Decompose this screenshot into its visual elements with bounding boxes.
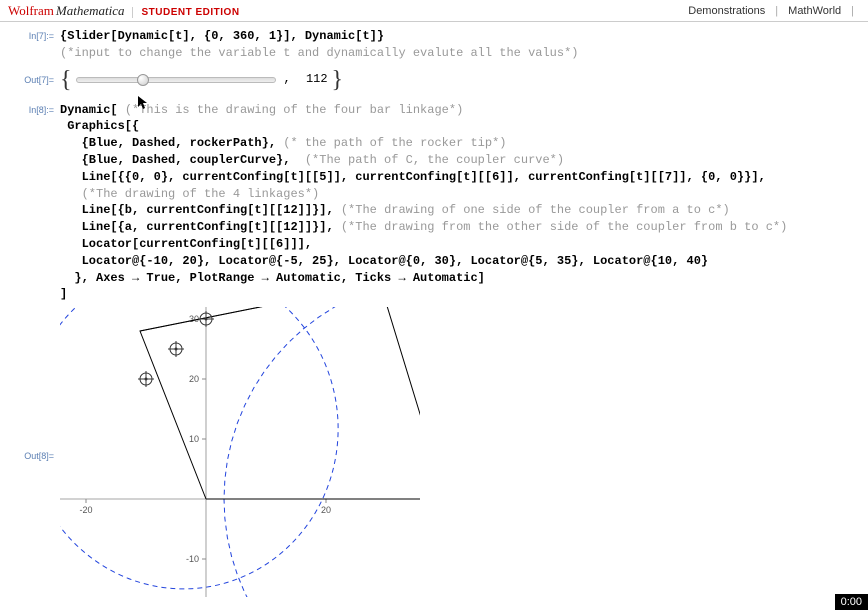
cell-content[interactable]: Dynamic[ (*This is the drawing of the fo…: [60, 102, 868, 304]
notebook: In[7]:= {Slider[Dynamic[t], {0, 360, 1}]…: [0, 22, 868, 603]
code-line: Line[{{0, 0}, currentConfing[t][[5]], cu…: [60, 170, 766, 184]
video-timer: 0:00: [835, 594, 868, 610]
brand: Wolfram Mathematica STUDENT EDITION: [8, 3, 240, 19]
plot[interactable]: -202040-20-1010203040: [60, 307, 420, 597]
slider-thumb[interactable]: [137, 74, 149, 86]
plot-container: -202040-20-1010203040: [60, 307, 868, 603]
code-line: {Blue, Dashed, couplerCurve},: [60, 153, 298, 167]
code-comment: (*The path of C, the coupler curve*): [298, 153, 564, 167]
code-line: Line[{b, currentConfing[t][[12]]}],: [60, 203, 334, 217]
cell-label: In[7]:=: [0, 28, 60, 62]
slider-output: { , 112 }: [60, 68, 868, 92]
code-line: Dynamic[: [60, 103, 125, 117]
code-comment: (* the path of the rocker tip*): [276, 136, 506, 150]
brand-wolfram: Wolfram: [8, 3, 54, 19]
slider[interactable]: [76, 77, 276, 83]
link-demonstrations[interactable]: Demonstrations: [688, 5, 765, 17]
top-links: Demonstrations | MathWorld |: [688, 5, 860, 17]
code-line: Line[{a, currentConfing[t][[12]]}],: [60, 220, 334, 234]
cell-out7: Out[7]= { , 112 }: [0, 68, 868, 92]
link-sep: |: [851, 5, 854, 17]
top-bar: Wolfram Mathematica STUDENT EDITION Demo…: [0, 0, 868, 22]
slider-sep: ,: [284, 71, 298, 88]
code-comment: (*input to change the variable t and dyn…: [60, 46, 578, 60]
code-comment: (*This is the drawing of the four bar li…: [125, 103, 463, 117]
brand-mathematica: Mathematica: [56, 3, 125, 19]
cell-content[interactable]: {Slider[Dynamic[t], {0, 360, 1}], Dynami…: [60, 28, 868, 62]
brace-right: }: [332, 68, 344, 92]
code-comment: (*The drawing of the 4 linkages*): [60, 187, 319, 201]
slider-value: 112: [306, 71, 328, 88]
link-sep: |: [775, 5, 778, 17]
code-line: Locator[currentConfing[t][[6]]],: [60, 237, 312, 251]
svg-text:10: 10: [189, 434, 199, 444]
brace-left: {: [60, 68, 72, 92]
link-mathworld[interactable]: MathWorld: [788, 5, 841, 17]
code-comment: (*The drawing from the other side of the…: [334, 220, 788, 234]
code-line: }, Axes → True, PlotRange → Automatic, T…: [60, 271, 485, 285]
code-line: {Blue, Dashed, rockerPath},: [60, 136, 276, 150]
svg-text:20: 20: [189, 374, 199, 384]
cell-out8: Out[8]= -202040-20-1010203040: [0, 307, 868, 603]
code-line: Graphics[{: [60, 119, 139, 133]
cell-label: Out[7]=: [0, 72, 60, 87]
cell-in8: In[8]:= Dynamic[ (*This is the drawing o…: [0, 102, 868, 304]
code-line: Locator@{-10, 20}, Locator@{-5, 25}, Loc…: [60, 254, 708, 268]
svg-text:-10: -10: [186, 554, 199, 564]
cell-in7: In[7]:= {Slider[Dynamic[t], {0, 360, 1}]…: [0, 28, 868, 62]
brand-edition: STUDENT EDITION: [132, 7, 239, 18]
code-line: {Slider[Dynamic[t], {0, 360, 1}], Dynami…: [60, 29, 384, 43]
code-line: ]: [60, 287, 67, 301]
cell-label: In[8]:=: [0, 102, 60, 304]
svg-text:-20: -20: [79, 505, 92, 515]
code-comment: (*The drawing of one side of the coupler…: [334, 203, 730, 217]
cell-label: Out[8]=: [0, 448, 60, 463]
svg-text:20: 20: [321, 505, 331, 515]
